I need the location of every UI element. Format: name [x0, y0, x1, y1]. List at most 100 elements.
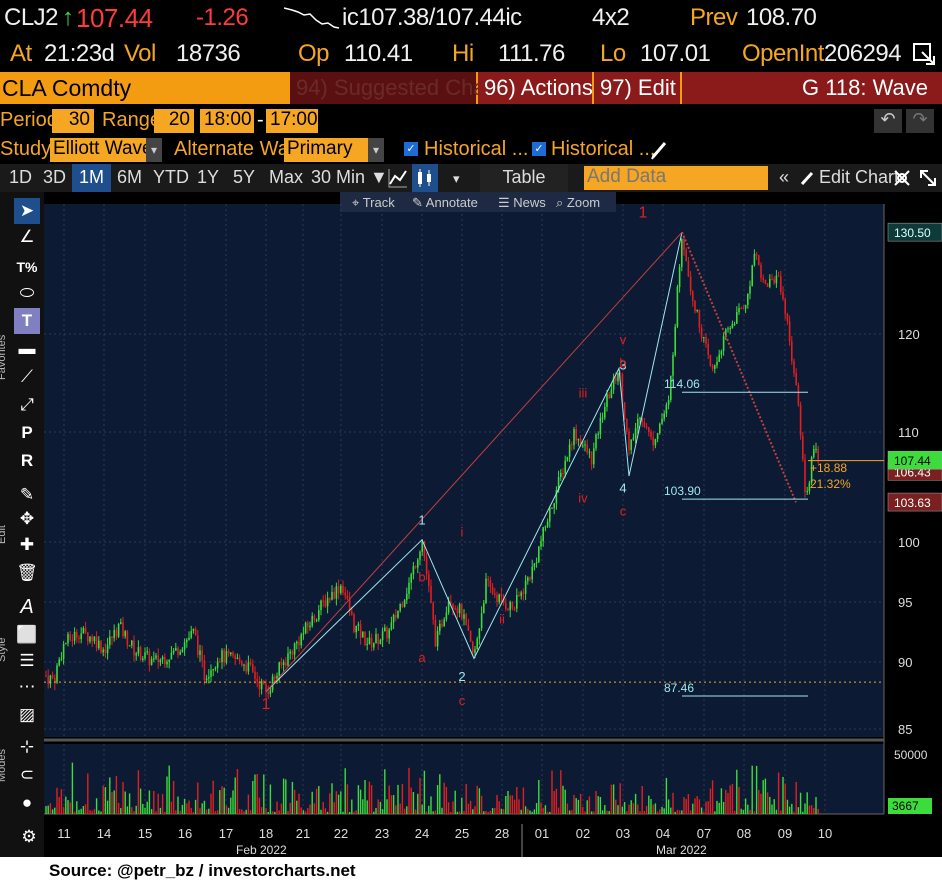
- candle-body: [676, 287, 679, 327]
- candle-body: [260, 680, 263, 690]
- font-icon[interactable]: A: [20, 596, 34, 618]
- crosshair-icon[interactable]: ⊹: [19, 737, 35, 756]
- volume-bar: [645, 805, 648, 814]
- trash-icon[interactable]: 🗑: [16, 563, 38, 582]
- pencil-icon[interactable]: [800, 170, 816, 186]
- volume-bar: [421, 804, 423, 814]
- candle-body: [234, 655, 236, 660]
- cursor-icon[interactable]: ➤: [14, 198, 40, 224]
- candle-body: [203, 660, 206, 681]
- settings-icon[interactable]: [892, 168, 912, 188]
- security-name[interactable]: CLA Comdty: [2, 75, 132, 101]
- drawing-toolbar: ➤ ∠ T% ⬭ T ▬ ⟋ ⤢ P R ✎ ✥ ✚ 🗑 A ⬜ ☰ ⋯ ▨ ⊹…: [0, 192, 44, 862]
- pattern-icon[interactable]: ▨: [18, 705, 36, 724]
- price-chart[interactable]: ⌖ Track ✎ Annotate ☰ News ⌕ Zoom85909510011…: [44, 192, 942, 857]
- candle-body: [159, 659, 162, 663]
- chart-area[interactable]: ⌖ Track ✎ Annotate ☰ News ⌕ Zoom 85 90 95 100 11…: [44, 192, 942, 857]
- pitchfork-icon[interactable]: P: [21, 423, 33, 442]
- retracement-icon[interactable]: R: [20, 451, 34, 470]
- color-mode-icon[interactable]: ●: [21, 793, 33, 812]
- historical-2-checkbox[interactable]: ✓: [532, 142, 546, 156]
- edit-menu[interactable]: 97) Edit ▾: [594, 72, 693, 104]
- candlestick-icon[interactable]: [412, 164, 438, 192]
- volume-bar: [802, 811, 804, 814]
- tab-max[interactable]: Max: [269, 167, 304, 187]
- candle-body: [216, 661, 219, 668]
- redo-icon[interactable]: ↷: [906, 109, 934, 133]
- volume-bar: [553, 791, 555, 814]
- volume-bar: [637, 804, 639, 814]
- gear-icon[interactable]: ⚙: [21, 827, 37, 846]
- candle-body: [177, 647, 179, 655]
- volume-bar: [687, 794, 690, 814]
- tab-6m[interactable]: 6M: [117, 167, 143, 187]
- tab-1y[interactable]: 1Y: [197, 167, 220, 187]
- tab-ytd[interactable]: YTD: [153, 167, 189, 187]
- range-input[interactable]: 20: [154, 109, 194, 133]
- line-chart-icon[interactable]: [388, 168, 408, 188]
- undo-icon[interactable]: ↶: [874, 109, 902, 133]
- volume-bar: [214, 811, 217, 814]
- candle-body: [641, 417, 643, 423]
- candle-body: [142, 658, 144, 660]
- collapse-icon[interactable]: «: [779, 167, 790, 187]
- tab-1m[interactable]: 1M: [72, 164, 112, 192]
- line-weight-icon[interactable]: ☰: [19, 651, 35, 670]
- candle-body: [808, 482, 811, 492]
- volume-bar: [447, 802, 450, 814]
- study-dropdown-arrow-icon[interactable]: ▾: [146, 138, 162, 162]
- ellipse-icon[interactable]: ⬭: [19, 283, 35, 302]
- text-tool-icon[interactable]: T: [14, 308, 40, 334]
- brush-icon[interactable]: ✎: [19, 485, 35, 504]
- candle-body: [254, 671, 256, 680]
- chart-type-dropdown-icon[interactable]: ▾: [453, 171, 460, 186]
- alternate-dropdown-arrow-icon[interactable]: ▾: [368, 138, 384, 162]
- table-button[interactable]: Table: [480, 164, 568, 192]
- candle-body: [436, 631, 439, 647]
- fill-color-icon[interactable]: ⬜: [16, 625, 38, 644]
- candle-body: [67, 634, 69, 644]
- historical-1-checkbox[interactable]: ✓: [404, 142, 418, 156]
- maximize-icon[interactable]: [918, 168, 938, 188]
- candle-body: [489, 580, 492, 587]
- volume-bar: [291, 781, 294, 814]
- add-point-icon[interactable]: ✚: [19, 535, 35, 554]
- percent-tool-icon[interactable]: T%: [16, 259, 38, 275]
- candle-body: [518, 595, 520, 597]
- candle-body: [104, 649, 107, 654]
- period-input[interactable]: 30: [52, 109, 94, 133]
- tab-1d[interactable]: 1D: [9, 167, 33, 187]
- candle-body: [307, 622, 309, 627]
- candle-body: [164, 656, 166, 665]
- volume-bar: [454, 790, 456, 814]
- candle-body: [296, 641, 298, 644]
- volume-bar: [764, 778, 767, 814]
- add-data-input[interactable]: Add Data: [584, 166, 768, 190]
- candle-body: [685, 250, 687, 262]
- edit-chart-button[interactable]: Edit Chart: [819, 167, 900, 187]
- trend-line-icon[interactable]: ⟋: [21, 367, 33, 386]
- horizontal-line-icon[interactable]: ▬: [18, 339, 36, 358]
- interval-dropdown[interactable]: 30 Min ▼: [311, 167, 388, 187]
- tab-5y[interactable]: 5Y: [233, 167, 256, 187]
- line-tool-icon[interactable]: ∠: [19, 227, 35, 246]
- study-dropdown[interactable]: Elliott Wave: [50, 138, 153, 162]
- line-style-icon[interactable]: ⋯: [18, 677, 36, 696]
- candle-body: [465, 614, 467, 625]
- pen-icon[interactable]: [650, 140, 668, 160]
- actions-menu[interactable]: 96) Actions ▾: [478, 72, 610, 104]
- style-label: Style: [0, 637, 8, 662]
- candle-body: [267, 691, 269, 694]
- alternate-wave-dropdown[interactable]: Primary: [284, 138, 368, 162]
- magnet-icon[interactable]: ⊂: [19, 765, 35, 784]
- x-tick-label: 15: [138, 826, 152, 841]
- tab-3d[interactable]: 3D: [43, 167, 67, 187]
- start-time-input[interactable]: 18:00: [200, 109, 254, 133]
- move-icon[interactable]: ✥: [19, 509, 35, 528]
- candle-body: [747, 293, 749, 305]
- suggested-charts-menu[interactable]: 94) Suggested Charts: [290, 72, 510, 104]
- export-icon[interactable]: [912, 42, 938, 68]
- candle-body: [425, 557, 428, 575]
- ray-icon[interactable]: ⤢: [20, 395, 34, 414]
- end-time-input[interactable]: 17:00: [266, 109, 318, 133]
